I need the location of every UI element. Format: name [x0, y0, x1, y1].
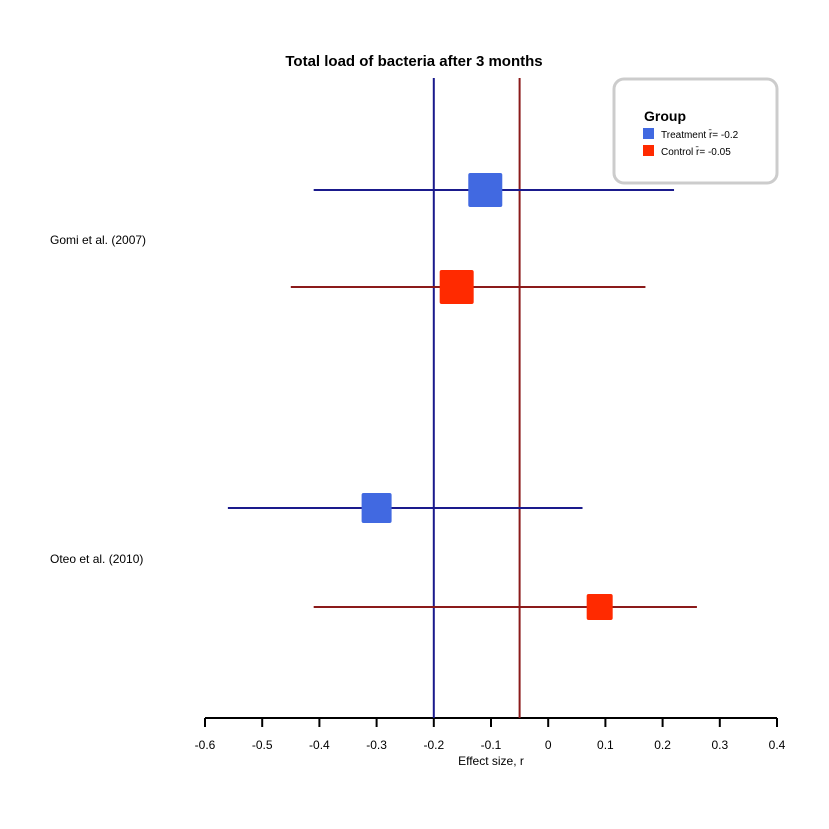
- x-tick-label: 0: [545, 738, 552, 752]
- legend-swatch-treatment: [643, 128, 654, 139]
- study-label-oteo: Oteo et al. (2010): [50, 552, 143, 566]
- chart-title: Total load of bacteria after 3 months: [285, 53, 542, 70]
- legend-box: [612, 77, 779, 185]
- legend: Group Treatment r̄= -0.2 Control r̄= -0.…: [612, 77, 779, 185]
- x-tick-label: -0.2: [423, 738, 444, 752]
- x-tick-label: 0.3: [711, 738, 728, 752]
- legend-swatch-control: [643, 145, 654, 156]
- legend-entry-treatment: Treatment r̄= -0.2: [661, 128, 739, 141]
- x-tick-label: -0.3: [366, 738, 387, 752]
- x-tick-label: -0.5: [252, 738, 273, 752]
- x-tick-label: -0.1: [481, 738, 502, 752]
- x-tick-label: -0.4: [309, 738, 330, 752]
- x-tick-label: 0.2: [654, 738, 671, 752]
- effect-marker-control: [586, 594, 613, 620]
- x-tick-label: 0.1: [597, 738, 614, 752]
- legend-entry-control: Control r̄= -0.05: [661, 145, 731, 158]
- x-tick-label: -0.6: [195, 738, 216, 752]
- x-tick-label: 0.4: [769, 738, 786, 752]
- effect-marker-control: [439, 270, 474, 304]
- study-label-gomi: Gomi et al. (2007): [50, 233, 146, 247]
- x-axis-label: Effect size, r: [458, 754, 524, 768]
- legend-title: Group: [644, 108, 686, 124]
- effect-marker-treatment: [361, 493, 392, 523]
- effect-marker-treatment: [468, 173, 503, 207]
